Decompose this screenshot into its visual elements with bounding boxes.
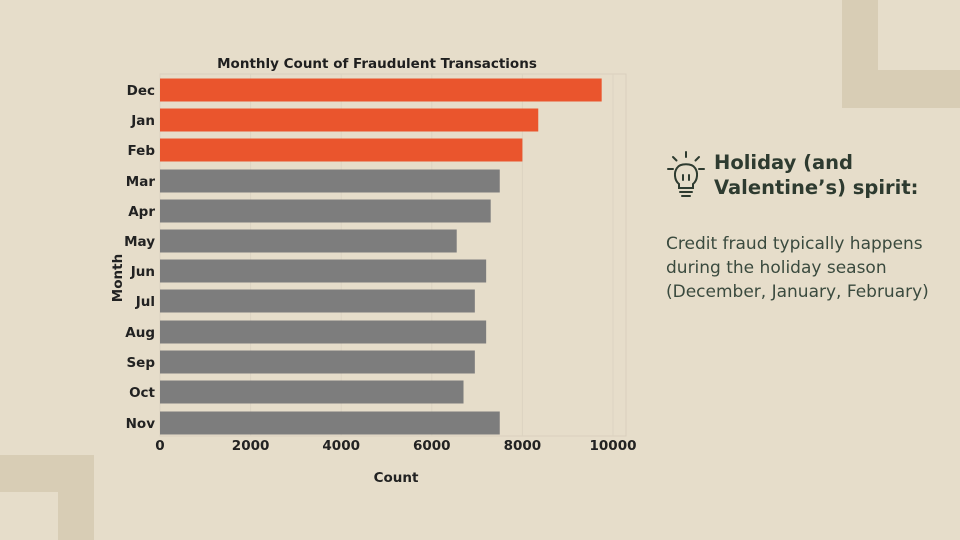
bar-oct xyxy=(160,380,464,404)
bar-may xyxy=(160,229,457,253)
insight-panel: Holiday (and Valentine’s) spirit: Credit… xyxy=(666,150,936,304)
x-tick-label: 6000 xyxy=(413,438,451,454)
y-tick-label-sep: Sep xyxy=(126,355,155,371)
y-tick-label-feb: Feb xyxy=(128,143,156,159)
y-tick-labels: Dec Jan Feb Mar Apr May Jun Jul Aug Sep Oct Nov xyxy=(124,83,155,432)
x-tick-labels: 0 2000 4000 6000 8000 10000 xyxy=(155,438,636,454)
x-tick-label: 0 xyxy=(155,438,164,454)
lightbulb-icon xyxy=(667,151,705,197)
y-tick-label-apr: Apr xyxy=(128,204,155,220)
x-tick-label: 2000 xyxy=(232,438,270,454)
bars-group xyxy=(160,78,602,435)
y-tick-label-nov: Nov xyxy=(126,416,156,432)
insight-header: Holiday (and Valentine’s) spirit: xyxy=(666,150,936,202)
x-tick-label: 8000 xyxy=(504,438,542,454)
grid-lines xyxy=(159,74,614,436)
decor-top-right-inner xyxy=(878,0,960,70)
y-tick-label-mar: Mar xyxy=(126,174,156,190)
insight-title: Holiday (and Valentine’s) spirit: xyxy=(714,151,919,199)
bar-jun xyxy=(160,259,487,283)
x-tick-label: 4000 xyxy=(322,438,360,454)
bar-chart: Monthly Count of Fraudulent Transactions… xyxy=(110,56,636,486)
y-tick-label-may: May xyxy=(124,234,155,250)
chart-title: Monthly Count of Fraudulent Transactions xyxy=(217,56,537,72)
y-tick-label-dec: Dec xyxy=(127,83,155,99)
y-tick-label-jan: Jan xyxy=(130,113,155,129)
y-tick-label-oct: Oct xyxy=(129,385,155,401)
decor-bottom-left-inner xyxy=(0,492,58,540)
bar-nov xyxy=(160,411,500,435)
bar-aug xyxy=(160,320,487,344)
bar-sep xyxy=(160,350,475,374)
bar-apr xyxy=(160,199,491,223)
bar-dec xyxy=(160,78,602,102)
bar-feb xyxy=(160,138,523,162)
bar-mar xyxy=(160,169,500,193)
y-tick-label-aug: Aug xyxy=(125,325,155,341)
x-tick-label: 10000 xyxy=(590,438,637,454)
y-tick-label-jul: Jul xyxy=(135,294,155,310)
insight-body: Credit fraud typically happens during th… xyxy=(666,234,929,302)
bar-jul xyxy=(160,289,475,313)
y-tick-label-jun: Jun xyxy=(130,264,155,280)
x-axis-label: Count xyxy=(374,470,419,486)
y-axis-label: Month xyxy=(110,254,126,302)
bar-jan xyxy=(160,108,539,132)
